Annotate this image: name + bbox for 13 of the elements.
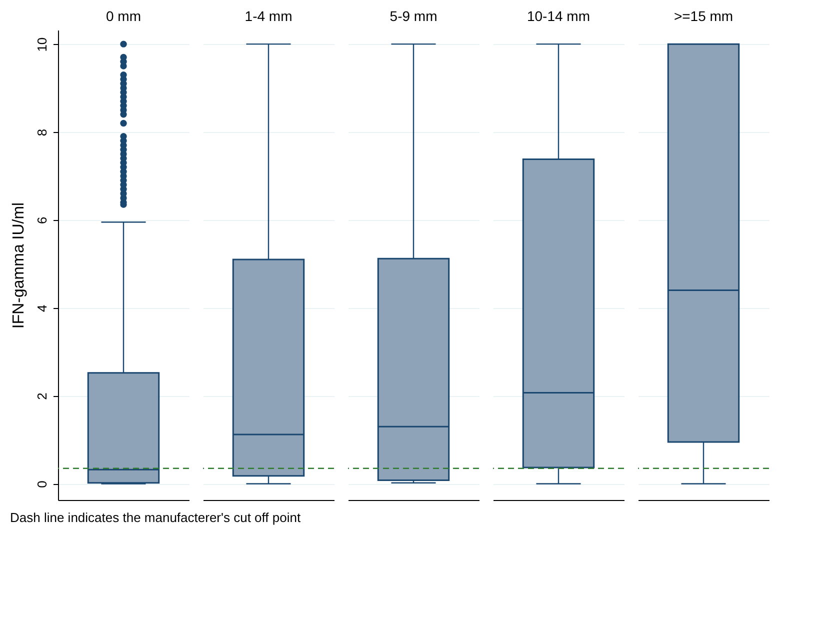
x-tick-label: 1-4 mm [244,8,292,24]
x-tick-label: 5-9 mm [390,8,438,24]
x-tick-label: 10-14 mm [526,8,590,24]
y-tick-label: 2 [34,392,50,400]
x-tick-label: 0 mm [106,8,141,24]
y-tick-label: 10 [34,37,50,52]
y-tick-label: 4 [34,304,50,312]
y-tick-label: 0 [34,480,50,488]
y-tick-label: 6 [34,216,50,224]
y-axis-title: IFN-gamma IU/ml [10,202,28,329]
x-tick-label: >=15 mm [674,8,734,24]
text: Dash line indicates the manufacterer's cut off point [10,510,301,525]
y-tick-label: 8 [34,128,50,136]
